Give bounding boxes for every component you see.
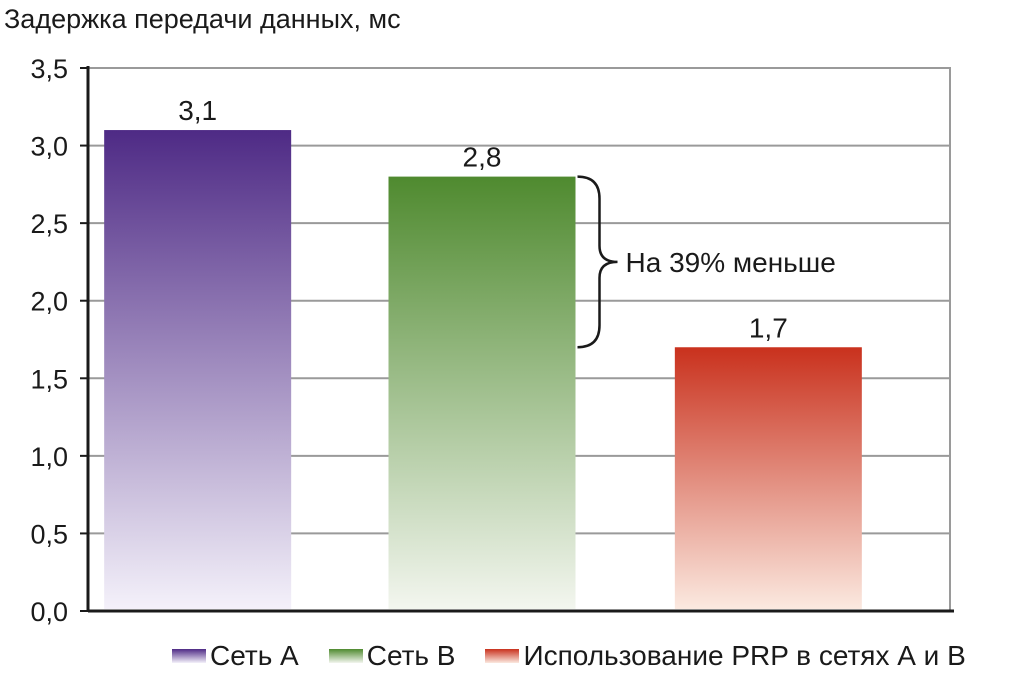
bar-2 [388, 176, 576, 609]
y-tick-label: 1,5 [30, 364, 68, 394]
bar-value-label-1: 3,1 [178, 95, 217, 126]
y-tick-label: 1,0 [30, 442, 68, 472]
legend-item-network-b: Сеть В [328, 640, 456, 672]
bar-value-label-3: 1,7 [749, 312, 788, 343]
legend-item-network-a: Сеть А [172, 640, 299, 672]
legend-swatch-network-a [172, 649, 206, 663]
bar-3 [674, 347, 862, 609]
y-tick-label: 0,0 [30, 597, 68, 627]
y-tick-label: 0,5 [30, 519, 68, 549]
legend-label-network-b: Сеть В [366, 640, 456, 671]
annotation-label: На 39% меньше [626, 247, 836, 278]
legend-label-prp: Использование PRP в сетях А и В [523, 640, 966, 671]
legend-swatch-prp [485, 649, 520, 663]
legend-swatch-network-b [328, 649, 363, 663]
annotation-brace [577, 175, 618, 349]
legend-item-prp: Использование PRP в сетях А и В [485, 640, 966, 672]
y-axis-title: Задержка передачи данных, мс [4, 4, 401, 34]
y-tick-label: 3,5 [30, 54, 68, 84]
legend-label-network-a: Сеть А [210, 640, 299, 671]
bar-1 [104, 130, 292, 610]
bar-value-label-2: 2,8 [463, 142, 502, 173]
y-tick-label: 2,0 [30, 287, 68, 317]
y-tick-label: 3,0 [30, 132, 68, 162]
y-tick-label: 2,5 [30, 209, 68, 239]
legend: Сеть А Сеть В Использование PRP в сетях … [172, 638, 966, 674]
